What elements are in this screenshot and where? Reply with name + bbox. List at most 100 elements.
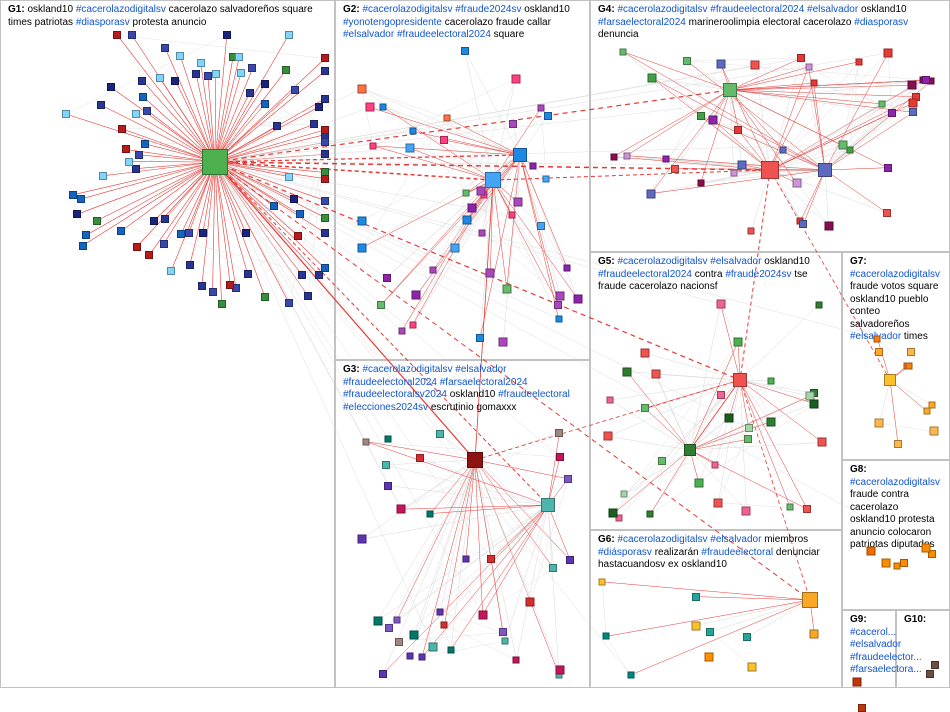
- node: [619, 48, 626, 55]
- node: [429, 643, 438, 652]
- node: [133, 243, 141, 251]
- edge: [740, 380, 807, 509]
- edge: [165, 219, 247, 274]
- node: [261, 80, 269, 88]
- node: [646, 189, 655, 198]
- edge: [740, 380, 814, 404]
- node: [883, 209, 891, 217]
- edge: [825, 168, 888, 170]
- node: [321, 150, 329, 158]
- node: [858, 704, 866, 712]
- edge: [696, 600, 810, 626]
- node: [380, 103, 387, 110]
- edge: [825, 170, 829, 226]
- node: [874, 335, 881, 342]
- node: [409, 322, 416, 329]
- edge: [401, 505, 548, 509]
- node: [810, 630, 819, 639]
- node: [436, 430, 444, 438]
- edge: [613, 380, 740, 513]
- edge: [800, 170, 825, 221]
- node: [716, 300, 725, 309]
- node: [395, 638, 403, 646]
- node: [906, 363, 913, 370]
- node: [73, 210, 81, 218]
- edge: [215, 68, 252, 162]
- node: [544, 112, 552, 120]
- edge: [614, 157, 770, 170]
- edge: [402, 180, 493, 331]
- node: [315, 103, 323, 111]
- node: [931, 661, 939, 669]
- node: [447, 646, 454, 653]
- node: [161, 215, 169, 223]
- node: [412, 291, 421, 300]
- edge: [825, 80, 926, 170]
- edge: [215, 162, 742, 165]
- node: [476, 334, 484, 342]
- edge: [656, 374, 740, 380]
- node: [321, 126, 329, 134]
- edge: [825, 97, 916, 170]
- edge: [730, 90, 882, 104]
- edge: [690, 342, 738, 450]
- node: [555, 429, 563, 437]
- node: [99, 172, 107, 180]
- node: [321, 54, 329, 62]
- node: [237, 69, 245, 77]
- edge: [420, 458, 548, 505]
- node: [321, 229, 329, 237]
- node: [122, 145, 130, 153]
- edge: [362, 155, 520, 248]
- node: [923, 408, 930, 415]
- node: [212, 70, 220, 78]
- edge: [475, 460, 568, 479]
- node: [69, 191, 77, 199]
- node: [743, 633, 751, 641]
- hub-node-hub5: [733, 373, 747, 387]
- node: [853, 677, 862, 686]
- node: [156, 74, 164, 82]
- node: [712, 461, 719, 468]
- node: [273, 122, 281, 130]
- edge: [117, 35, 325, 58]
- edge: [730, 90, 850, 150]
- node: [627, 671, 634, 678]
- edge: [215, 162, 570, 560]
- node: [692, 621, 701, 630]
- node: [285, 173, 293, 181]
- node: [357, 84, 366, 93]
- node: [398, 327, 405, 334]
- node: [132, 165, 140, 173]
- node: [461, 47, 469, 55]
- node: [555, 315, 562, 322]
- node: [171, 77, 179, 85]
- node: [909, 108, 917, 116]
- edge: [215, 162, 548, 505]
- node: [697, 179, 704, 186]
- edge: [690, 422, 771, 450]
- edge: [386, 465, 548, 505]
- edge: [215, 162, 475, 460]
- edge: [378, 460, 475, 621]
- node: [780, 147, 787, 154]
- node: [185, 229, 193, 237]
- node: [462, 190, 469, 197]
- edge: [730, 80, 926, 90]
- node: [383, 274, 391, 282]
- node: [107, 83, 115, 91]
- node: [894, 440, 902, 448]
- node: [218, 300, 226, 308]
- node: [176, 52, 184, 60]
- node: [908, 99, 917, 108]
- node: [161, 44, 169, 52]
- edge: [825, 85, 912, 170]
- edge: [602, 582, 810, 600]
- edge: [623, 52, 730, 90]
- edge: [414, 460, 475, 635]
- edge: [475, 460, 516, 660]
- node: [751, 61, 760, 70]
- node: [377, 301, 385, 309]
- node: [875, 419, 884, 428]
- node: [725, 414, 734, 423]
